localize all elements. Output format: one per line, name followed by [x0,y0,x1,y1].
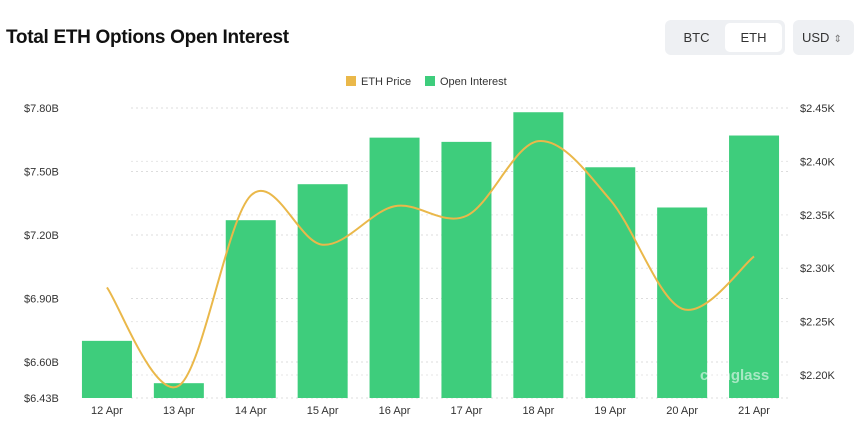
legend-swatch-eth-price [346,76,356,86]
bar-open-interest [81,340,132,398]
bar-open-interest [153,383,204,398]
sort-arrows-icon: ⇕ [833,34,842,45]
legend-swatch-open-interest [425,76,435,86]
line-eth-price [106,140,755,389]
x-tick-label: 12 Apr [91,405,123,417]
x-tick-label: 16 Apr [379,405,411,417]
x-tick-label: 15 Apr [307,405,339,417]
legend-label-eth-price: ETH Price [361,76,411,88]
tab-eth[interactable]: ETH [725,23,782,52]
y-right-tick-label: $2.45K [800,103,836,115]
currency-value: USD [802,30,830,45]
y-left-tick-label: $6.90B [24,294,59,306]
y-left-tick-label: $7.20B [24,230,59,242]
y-left-tick-label: $6.60B [24,357,59,369]
y-right-tick-label: $2.30K [800,263,836,275]
coin-toggle: BTC ETH [665,20,785,55]
page-title: Total ETH Options Open Interest [6,27,289,48]
y-left-tick-label: $7.80B [24,103,59,115]
bar-open-interest [369,137,420,398]
x-tick-label: 21 Apr [738,405,770,417]
tab-btc[interactable]: BTC [683,30,710,45]
y-right-tick-label: $2.40K [800,156,836,168]
bar-open-interest [729,135,780,398]
bar-open-interest [585,167,636,398]
x-tick-label: 20 Apr [666,405,698,417]
bar-open-interest [441,141,492,399]
legend-label-open-interest: Open Interest [440,76,507,88]
bar-open-interest [657,207,708,398]
y-left-tick-label: $6.43B [24,393,59,405]
bar-open-interest [225,220,276,398]
watermark-logo: coinglass [700,367,769,384]
x-tick-label: 19 Apr [594,405,626,417]
x-tick-label: 13 Apr [163,405,195,417]
x-tick-label: 18 Apr [522,405,554,417]
currency-select[interactable]: USD ⇕ [793,20,854,55]
x-tick-label: 17 Apr [451,405,483,417]
x-tick-label: 14 Apr [235,405,267,417]
bar-open-interest [297,184,348,398]
y-left-tick-label: $7.50B [24,167,59,179]
y-right-tick-label: $2.20K [800,370,836,382]
bar-open-interest [513,112,564,398]
y-right-tick-label: $2.35K [800,210,836,222]
y-right-tick-label: $2.25K [800,317,836,329]
